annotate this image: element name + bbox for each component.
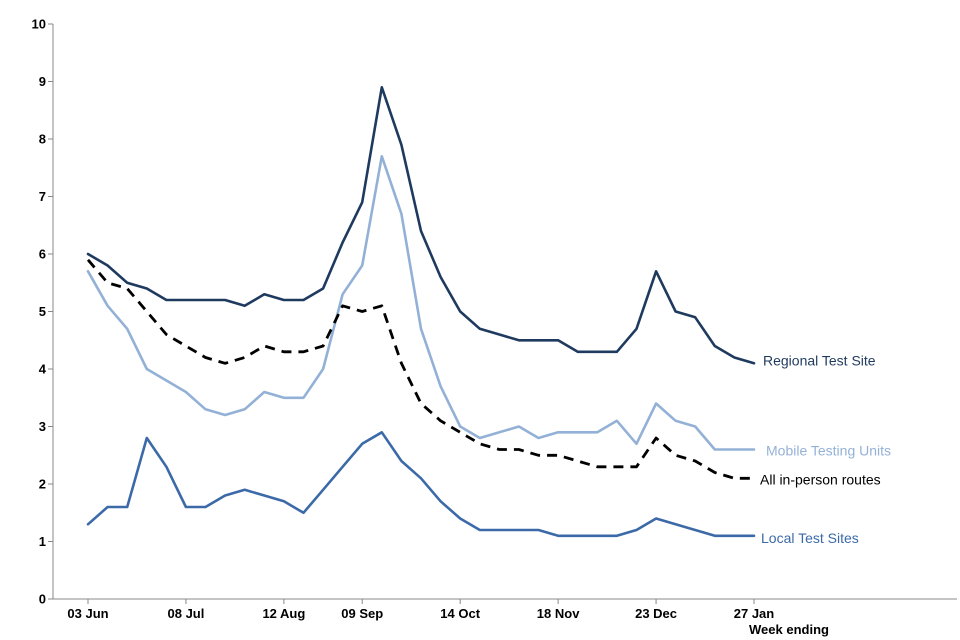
y-tick-label: 1 [39, 534, 46, 549]
y-tick-label: 0 [39, 592, 46, 607]
series-label: Local Test Sites [761, 530, 859, 546]
y-tick-label: 4 [39, 362, 47, 377]
y-tick-label: 5 [39, 304, 46, 319]
y-tick-label: 3 [39, 419, 46, 434]
x-tick-label: 18 Nov [537, 606, 580, 621]
series-line-regional-test-site [86, 86, 756, 365]
x-tick-label: 14 Oct [440, 606, 480, 621]
x-tick-label: 09 Sep [341, 606, 383, 621]
series-line-all-in-person-routes [86, 258, 754, 480]
series-label: All in-person routes [760, 471, 881, 487]
x-axis-ticks: 03 Jun 08 Jul 12 Aug 09 Sep 14 Oct 18 Nov 23 D… [67, 599, 774, 621]
x-tick-label: 08 Jul [168, 606, 205, 621]
series-lines [86, 86, 756, 538]
x-tick-label: 27 Jan [734, 606, 775, 621]
series-line-mobile-testing-units [86, 155, 756, 451]
y-tick-label: 2 [39, 477, 46, 492]
x-tick-label: 03 Jun [67, 606, 108, 621]
y-tick-label: 10 [32, 17, 46, 32]
x-tick-label: 23 Dec [635, 606, 677, 621]
series-label: Regional Test Site [763, 352, 876, 368]
x-axis-title: Week ending [749, 622, 829, 637]
y-tick-label: 9 [39, 74, 46, 89]
y-axis-ticks: 0 1 2 3 4 5 6 7 8 9 10 [32, 17, 53, 607]
y-tick-label: 8 [39, 132, 46, 147]
series-line-local-test-sites [86, 430, 756, 538]
y-tick-label: 6 [39, 247, 46, 262]
series-label: Mobile Testing Units [766, 443, 891, 459]
axes [52, 24, 957, 600]
y-tick-label: 7 [39, 189, 46, 204]
x-tick-label: 12 Aug [262, 606, 305, 621]
series-labels: Regional Test Site Mobile Testing Units Al… [760, 352, 891, 546]
